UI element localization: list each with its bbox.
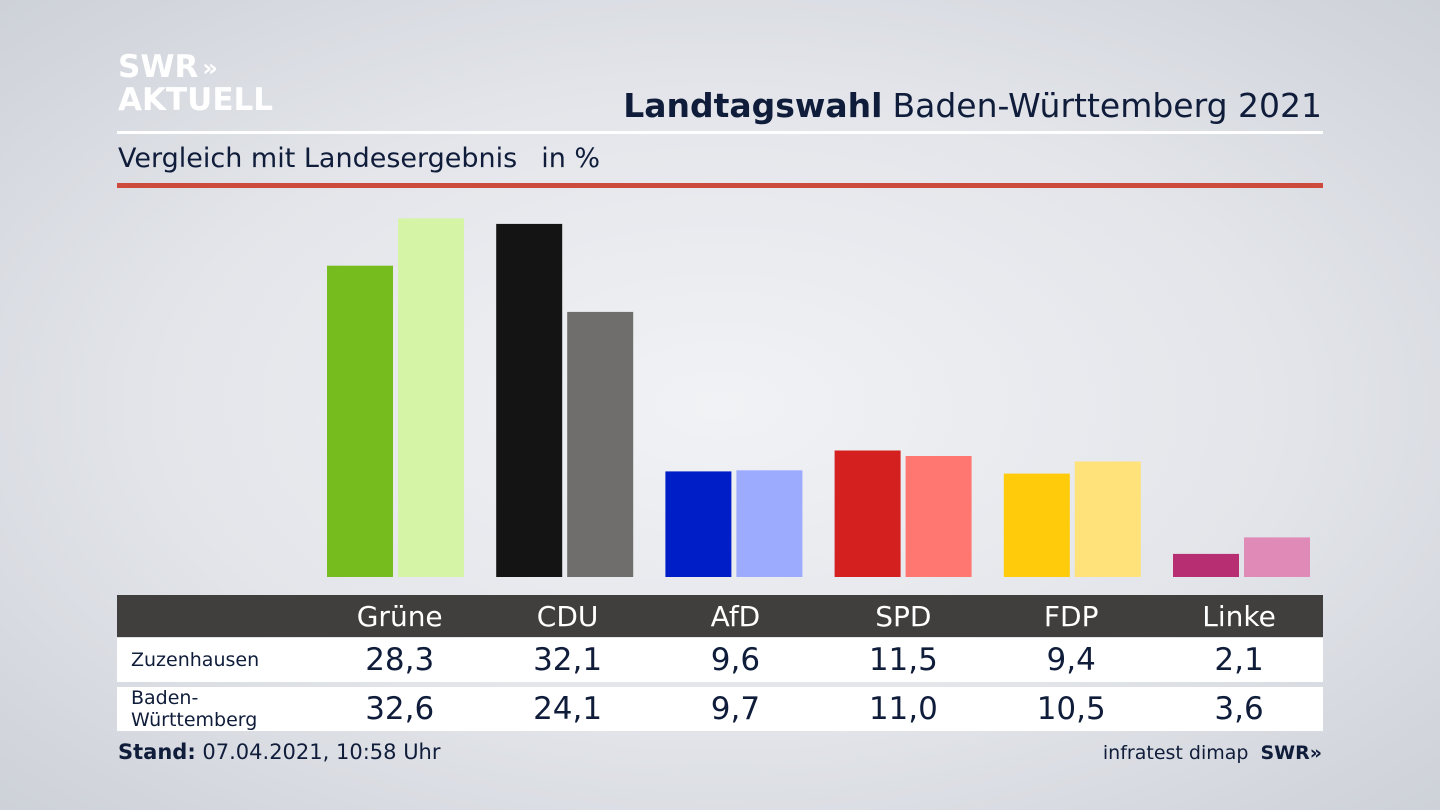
row-label-zuzenhausen: Zuzenhausen — [131, 649, 260, 671]
header-fdp: FDP — [1043, 599, 1099, 633]
header-cdu: CDU — [536, 599, 599, 633]
title-divider — [117, 131, 1323, 134]
bar-fdp-local — [1003, 473, 1070, 577]
table-row: Zuzenhausen 28,3 32,1 9,6 11,5 9,4 2,1 — [117, 638, 1323, 682]
value-zuzenhausen-afd: 9,6 — [710, 642, 761, 678]
value-zuzenhausen-linke: 2,1 — [1214, 642, 1264, 678]
value-bw-fdp: 10,5 — [1036, 691, 1106, 727]
value-bw-spd: 11,0 — [868, 691, 938, 727]
chart-subtitle: Vergleich mit Landesergebnis in % — [118, 143, 600, 174]
results-table: Grüne CDU AfD SPD FDP Linke Zuzenhausen … — [117, 595, 1323, 731]
header-linke: Linke — [1202, 599, 1276, 633]
logo-aktuell-text: AKTUELL — [118, 82, 274, 118]
bar-cdu-local — [496, 223, 563, 577]
source-text: infratest dimap — [1102, 742, 1249, 764]
accent-divider — [117, 183, 1323, 188]
table-row: Baden-Württemberg 32,6 24,1 9,7 11,0 10,… — [117, 687, 1323, 731]
value-bw-gruene: 32,6 — [365, 691, 435, 727]
bar-gruene-local — [327, 265, 393, 577]
logo-swr-text: SWR — [118, 49, 199, 85]
value-zuzenhausen-fdp: 9,4 — [1046, 642, 1096, 678]
page-title: Landtagswahl Baden-Württemberg 2021 — [623, 86, 1322, 125]
table-header-empty — [117, 595, 316, 637]
header-spd: SPD — [875, 599, 932, 633]
bar-linke-state — [1244, 537, 1310, 577]
subtitle-text: Vergleich mit Landesergebnis — [118, 143, 518, 174]
value-bw-afd: 9,7 — [710, 691, 761, 727]
bar-fdp-state — [1074, 461, 1141, 577]
source-credit: infratest dimap SWR» — [1103, 742, 1322, 764]
timestamp: Stand: 07.04.2021, 10:58 Uhr — [118, 740, 441, 764]
value-zuzenhausen-spd: 11,5 — [868, 642, 938, 678]
table-header-row: Grüne CDU AfD SPD FDP Linke — [117, 595, 1323, 637]
header-gruene: Grüne — [356, 599, 443, 633]
value-zuzenhausen-gruene: 28,3 — [365, 642, 435, 678]
bar-spd-local — [834, 450, 901, 577]
swr-brand-logo: SWR» — [1260, 742, 1322, 764]
row-label-bw: Baden-Württemberg — [131, 687, 258, 731]
value-zuzenhausen-cdu: 32,1 — [533, 642, 603, 678]
swr-aktuell-logo: SWR» AKTUELL — [118, 52, 273, 116]
header-afd: AfD — [710, 599, 761, 633]
bar-spd-state — [905, 456, 972, 577]
title-rest: Baden-Württemberg 2021 — [892, 86, 1322, 125]
bar-gruene-state — [398, 218, 464, 577]
bar-linke-local — [1173, 553, 1239, 577]
value-bw-linke: 3,6 — [1214, 691, 1264, 727]
bar-afd-local — [665, 471, 732, 577]
unit-label: in % — [541, 143, 601, 174]
stand-label: Stand: — [118, 740, 196, 764]
stand-value: 07.04.2021, 10:58 Uhr — [202, 740, 441, 764]
bar-afd-state — [736, 470, 803, 577]
bar-chart — [327, 218, 1310, 577]
value-bw-cdu: 24,1 — [533, 691, 603, 727]
bar-cdu-state — [567, 311, 634, 577]
title-bold: Landtagswahl — [623, 86, 883, 125]
